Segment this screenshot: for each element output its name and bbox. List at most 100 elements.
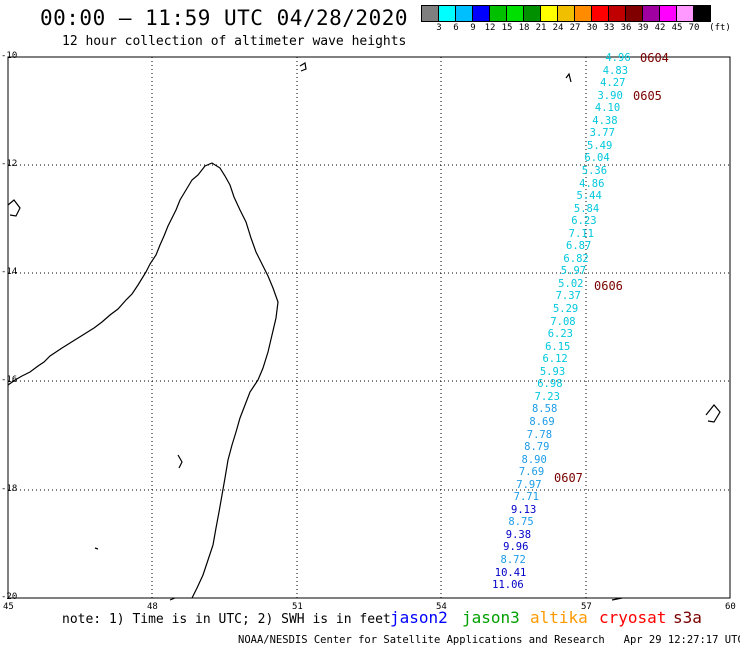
color-scale-label: 30 [586, 23, 598, 33]
wave-height-value: 5.02 [558, 277, 584, 290]
wave-height-value: 4.86 [579, 177, 605, 190]
color-scale-label: 12 [484, 23, 496, 33]
latitude-label: -20 [1, 592, 18, 602]
color-swatch [524, 6, 541, 21]
wave-height-value: 5.49 [587, 139, 613, 152]
coastline-madagascar [7, 62, 721, 601]
wave-height-value: 6.15 [545, 340, 571, 353]
wave-height-value: 4.38 [592, 114, 618, 127]
color-scale-label: 24 [552, 23, 564, 33]
wave-height-value: 7.11 [568, 227, 594, 240]
satellite-legend-cryosat: cryosat [599, 608, 667, 627]
wave-height-value: 6.98 [537, 378, 563, 391]
color-swatch [507, 6, 524, 21]
track-time-label: 0604 [640, 51, 669, 65]
color-scale-label: 27 [569, 23, 581, 33]
footer-credit: NOAA/NESDIS Center for Satellite Applica… [238, 634, 740, 646]
satellite-legend-jason3: jason3 [462, 608, 520, 627]
wave-height-value: 3.90 [597, 89, 623, 102]
color-swatch [490, 6, 507, 21]
color-scale-label: 3 [436, 23, 442, 33]
satellite-legend-altika: altika [530, 608, 588, 627]
wave-height-value: 6.04 [584, 152, 610, 165]
longitude-label: 60 [725, 602, 736, 612]
color-scale-label: 6 [453, 23, 459, 33]
latitude-label: -10 [1, 51, 18, 61]
wave-height-value: 9.96 [503, 541, 529, 554]
map-frame [7, 56, 731, 599]
color-swatch [626, 6, 643, 21]
color-scale-label: 15 [501, 23, 513, 33]
wave-height-value: 4.27 [600, 77, 626, 90]
color-scale-label: 21 [535, 23, 547, 33]
color-swatch [643, 6, 660, 21]
units-note: note: 1) Time is in UTC; 2) SWH is in fe… [62, 612, 391, 627]
wave-height-value: 5.44 [576, 190, 602, 203]
color-scale-label: 45 [671, 23, 683, 33]
color-swatch [422, 6, 439, 21]
color-scale-label: 36 [620, 23, 632, 33]
color-scale-label: (ft) [709, 23, 731, 33]
track-time-label: 0607 [554, 471, 583, 485]
wave-height-value: 5.36 [581, 164, 608, 177]
color-swatch [660, 6, 677, 21]
wave-height-value: 3.77 [589, 127, 615, 140]
footer-source: NOAA/NESDIS Center for Satellite Applica… [238, 634, 605, 646]
color-scale-label: 9 [470, 23, 476, 33]
wave-height-value: 7.69 [518, 466, 545, 479]
longitude-label: 48 [147, 602, 158, 612]
wave-height-value: 5.84 [573, 202, 600, 215]
wave-height-value: 5.97 [560, 265, 587, 278]
latitude-label: -16 [1, 375, 18, 385]
longitude-label: 45 [3, 602, 14, 612]
wave-height-value: 6.23 [571, 215, 597, 228]
wave-height-value: 6.23 [547, 328, 574, 341]
color-scale-label: 70 [688, 23, 700, 33]
wave-height-value: 7.23 [534, 390, 560, 403]
color-swatch [558, 6, 575, 21]
color-swatch [541, 6, 558, 21]
wave-height-value: 8.58 [531, 403, 558, 416]
wave-height-value: 4.96 [605, 52, 631, 64]
wave-height-value: 6.87 [566, 240, 592, 253]
wave-height-value: 9.38 [505, 528, 532, 541]
color-scale-label: 42 [654, 23, 666, 33]
color-swatch [439, 6, 456, 21]
color-swatch [473, 6, 490, 21]
wave-height-value: 4.83 [602, 64, 629, 77]
longitude-label: 51 [292, 602, 303, 612]
satellite-legend-s3a: s3a [673, 608, 702, 627]
wave-height-value: 5.29 [552, 303, 579, 315]
latitude-label: -18 [1, 484, 18, 494]
wave-height-value: 8.90 [521, 453, 547, 466]
wave-height-value: 6.82 [563, 252, 589, 265]
color-scale-label: 33 [603, 23, 615, 33]
wave-height-value: 7.78 [526, 428, 553, 441]
wave-height-value: 5.93 [539, 365, 566, 378]
wave-height-value: 8.69 [529, 415, 555, 428]
latitude-label: -12 [1, 159, 18, 169]
wave-height-value: 7.37 [555, 290, 581, 303]
track-time-label: 0605 [633, 89, 662, 103]
map-gridlines [8, 57, 730, 598]
color-scale-label: 18 [518, 23, 530, 33]
satellite-legend-jason2: jason2 [390, 608, 448, 627]
longitude-label: 57 [581, 602, 592, 612]
longitude-label: 54 [436, 602, 447, 612]
color-swatch [456, 6, 473, 21]
color-scale-bar [421, 5, 711, 22]
wave-height-value: 7.08 [550, 315, 576, 328]
color-swatch [592, 6, 609, 21]
latitude-label: -14 [1, 267, 18, 277]
wave-height-value: 4.10 [594, 102, 621, 115]
wave-height-value: 8.72 [500, 554, 526, 566]
color-swatch [575, 6, 592, 21]
wave-height-value: 7.71 [513, 491, 539, 504]
color-scale-label: 39 [637, 23, 649, 33]
wave-height-value: 8.79 [524, 441, 550, 454]
wave-height-value: 9.13 [511, 503, 537, 516]
page-subtitle: 12 hour collection of altimeter wave hei… [62, 34, 407, 49]
color-swatch [609, 6, 626, 21]
wave-height-value: 10.41 [494, 566, 527, 579]
